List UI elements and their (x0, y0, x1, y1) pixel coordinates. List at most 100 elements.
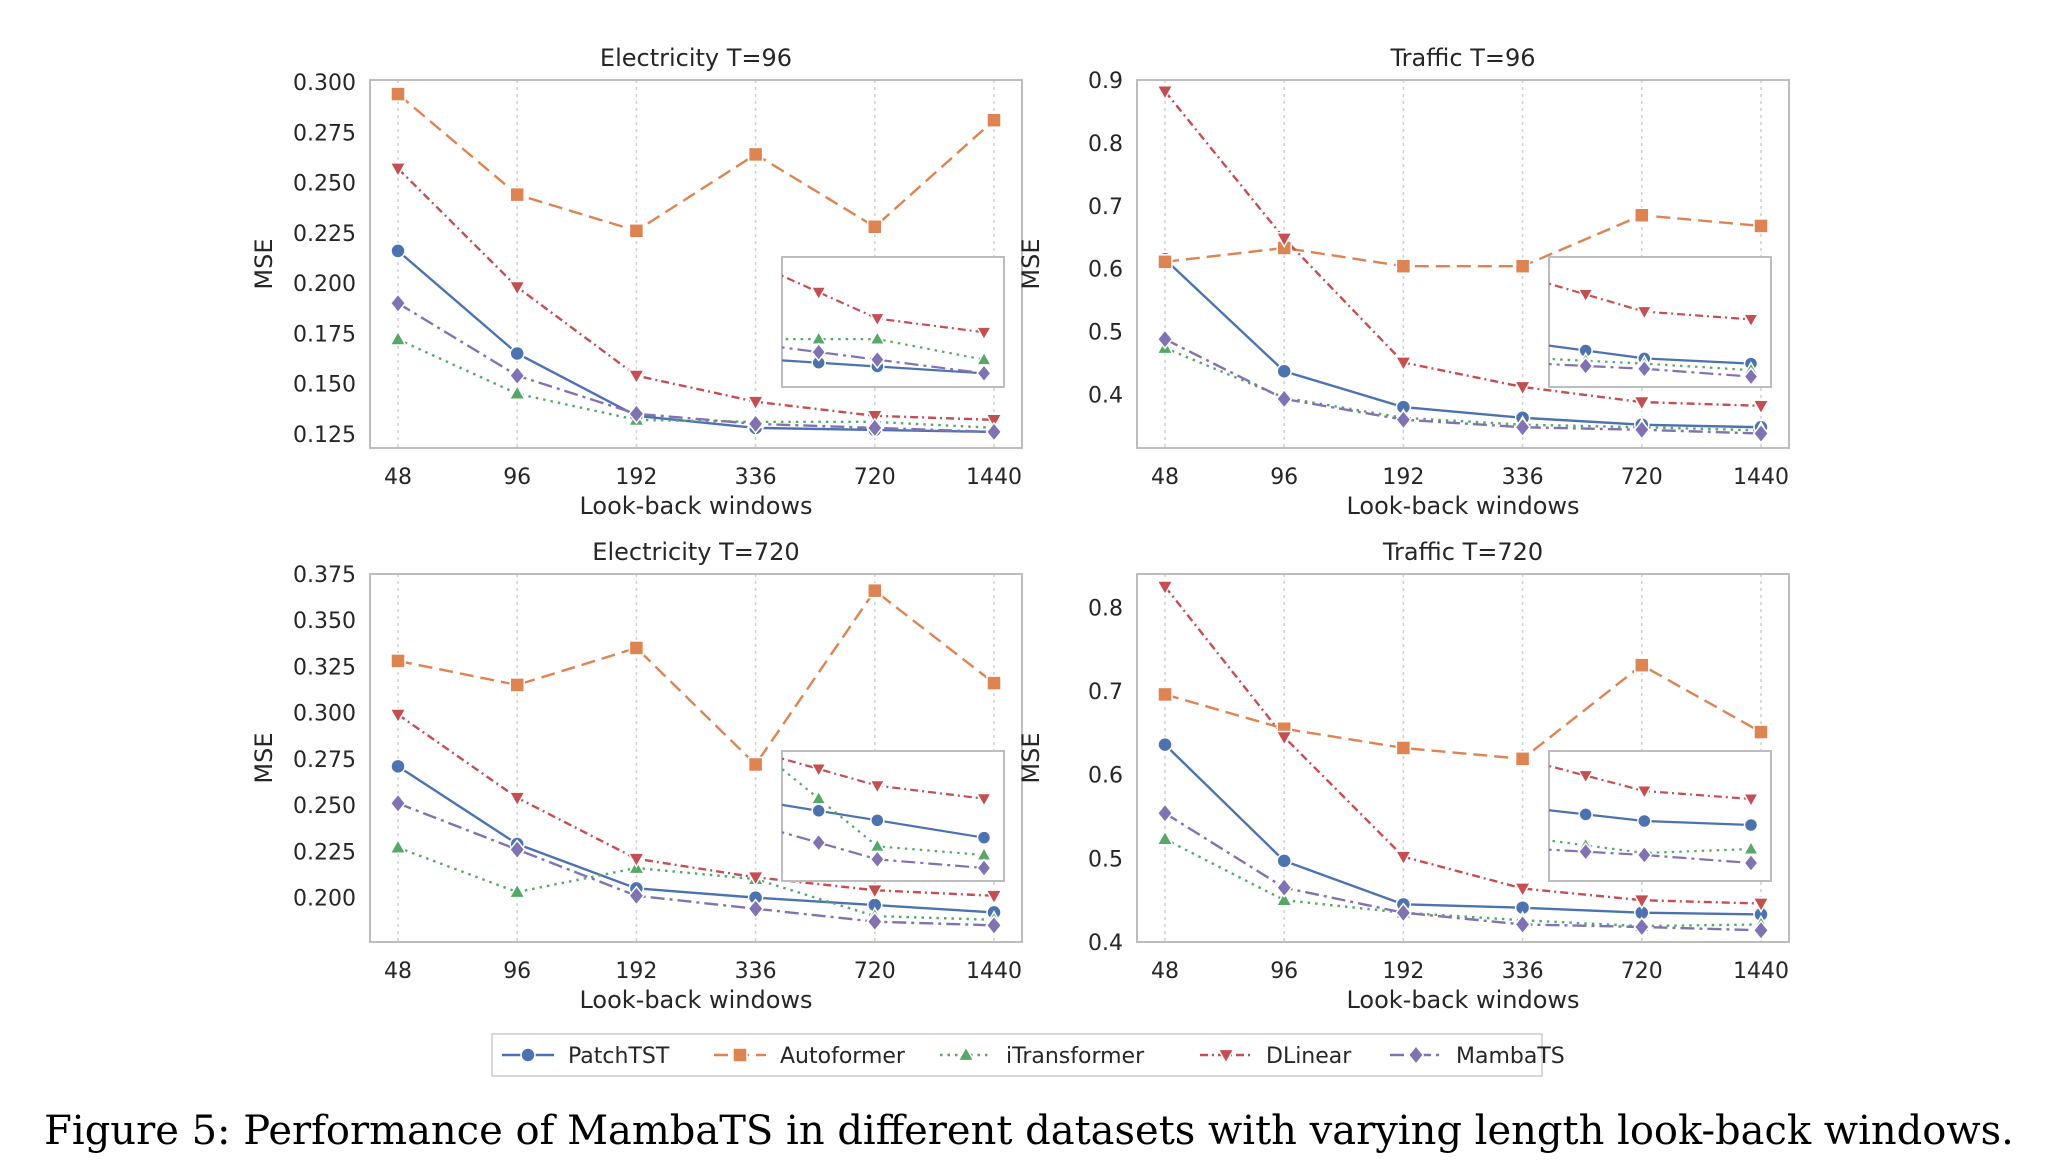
y-tick-label: 0.5 (1088, 321, 1123, 346)
data-point-Autoformer (1753, 218, 1769, 234)
y-axis-label: MSE (1017, 732, 1045, 783)
inset-point-DLinear (868, 312, 886, 328)
data-point-MambaTS (1514, 416, 1531, 438)
plot-frame (1136, 573, 1790, 943)
data-point-Autoformer (986, 675, 1002, 691)
data-point-DLinear (865, 883, 884, 900)
data-point-Autoformer (1157, 686, 1173, 703)
data-point-Autoformer (1514, 258, 1531, 274)
inset-line-MambaTS (1549, 363, 1752, 378)
y-tick-label: 0.225 (293, 840, 356, 865)
data-point-DLinear (627, 369, 646, 386)
x-tick-label: 720 (854, 465, 896, 490)
data-point-Autoformer (986, 112, 1002, 128)
inset-zoom (1548, 256, 1772, 388)
data-point-MambaTS (1156, 328, 1174, 350)
x-tick-label: 96 (503, 465, 531, 490)
data-point-DLinear (1752, 399, 1770, 416)
data-point-iTransformer (389, 838, 407, 855)
y-axis-label: MSE (250, 238, 278, 289)
plot-frame (369, 79, 1023, 449)
x-tick-label: 336 (735, 959, 777, 984)
legend-marker-iTransformer (957, 1045, 975, 1062)
data-point-MambaTS (1395, 409, 1412, 430)
data-point-DLinear (1275, 730, 1294, 747)
inset-point-PatchTST (1637, 813, 1652, 829)
y-tick-label: 0.250 (293, 794, 356, 819)
inset-point-MambaTS (810, 833, 827, 853)
data-point-MambaTS (508, 365, 526, 386)
data-point-DLinear (627, 852, 646, 869)
legend-label-Autoformer: Autoformer (780, 1044, 906, 1069)
series-line-Autoformer (1164, 214, 1762, 268)
inset-point-MambaTS (1636, 359, 1653, 379)
data-point-DLinear (985, 413, 1003, 430)
y-tick-label: 0.250 (293, 172, 356, 197)
legend-frame (491, 1033, 1543, 1077)
y-tick-label: 0.225 (293, 222, 356, 247)
data-point-Autoformer (1514, 751, 1531, 767)
legend-marker-MambaTS (1407, 1044, 1425, 1066)
legend: PatchTST Autoformer iTransformer DLinear Mam… (491, 1033, 1565, 1077)
data-point-Autoformer (1395, 740, 1412, 756)
legend-label-iTransformer: iTransformer (1006, 1044, 1145, 1069)
chart-title: Traffic T=720 (1382, 538, 1543, 566)
inset-point-MambaTS (976, 363, 992, 383)
x-tick-label: 1440 (1733, 959, 1789, 984)
inset-plot (1549, 764, 1760, 873)
y-tick-label: 0.7 (1088, 195, 1123, 220)
data-point-Autoformer (628, 223, 645, 239)
series-line-Autoformer (397, 93, 995, 233)
y-tick-label: 0.8 (1088, 596, 1123, 621)
legend-marker-PatchTST (520, 1047, 536, 1063)
data-point-MambaTS (985, 421, 1003, 443)
data-point-DLinear (865, 409, 884, 426)
data-point-DLinear (1632, 395, 1651, 412)
chart-title: Traffic T=96 (1389, 44, 1535, 72)
data-point-MambaTS (1395, 902, 1412, 924)
data-point-MambaTS (1752, 423, 1770, 444)
inset-point-PatchTST (1743, 817, 1759, 833)
data-point-iTransformer (1275, 890, 1294, 907)
series-line-PatchTST (397, 765, 995, 914)
y-tick-label: 0.350 (293, 609, 356, 634)
series-line-iTransformer (1164, 346, 1762, 432)
inset-point-DLinear (1742, 793, 1760, 809)
legend-label-MambaTS: MambaTS (1456, 1044, 1565, 1069)
inset-point-MambaTS (1577, 356, 1594, 376)
series-line-DLinear (397, 713, 995, 897)
inset-line-DLinear (782, 274, 985, 334)
data-point-Autoformer (1395, 258, 1412, 274)
chart-panel-2: 48 96 192 336 720 1440 0.4 0.5 0.6 0.7 0.8 0.9 Traff… (1017, 44, 1790, 520)
chart-panel-3: 48 96 192 336 720 1440 0.200 0.225 0.250 0.275 0.3… (250, 538, 1023, 1014)
x-tick-label: 48 (1151, 465, 1179, 490)
data-point-DLinear (508, 280, 527, 297)
data-point-MambaTS (1275, 877, 1293, 898)
data-point-Autoformer (390, 653, 406, 669)
inset-point-PatchTST (811, 803, 826, 819)
y-axis-label: MSE (1017, 238, 1045, 289)
inset-line-MambaTS (1549, 848, 1752, 865)
chart-panel-1: 48 96 192 336 720 1440 0.125 0.150 0.175 0.200 0.2… (250, 44, 1023, 520)
inset-point-DLinear (1577, 288, 1595, 304)
data-point-Autoformer (1634, 207, 1650, 223)
data-point-MambaTS (866, 911, 884, 932)
data-point-DLinear (389, 162, 407, 179)
data-point-DLinear (1752, 897, 1770, 914)
inset-point-PatchTST (1578, 807, 1593, 822)
x-tick-label: 720 (1621, 465, 1663, 490)
y-tick-label: 0.200 (293, 887, 356, 912)
data-point-DLinear (508, 791, 527, 808)
x-tick-label: 720 (854, 959, 896, 984)
data-point-PatchTST (509, 345, 525, 362)
inset-point-PatchTST (870, 813, 885, 828)
inset-point-MambaTS (869, 349, 886, 370)
data-point-MambaTS (1514, 914, 1531, 935)
inset-point-MambaTS (1577, 842, 1594, 862)
data-point-Autoformer (509, 186, 525, 203)
data-point-MambaTS (1752, 919, 1770, 941)
series-line-PatchTST (397, 250, 995, 434)
y-tick-label: 0.6 (1088, 258, 1123, 283)
series-line-iTransformer (397, 338, 995, 430)
inset-point-DLinear (1742, 313, 1760, 329)
